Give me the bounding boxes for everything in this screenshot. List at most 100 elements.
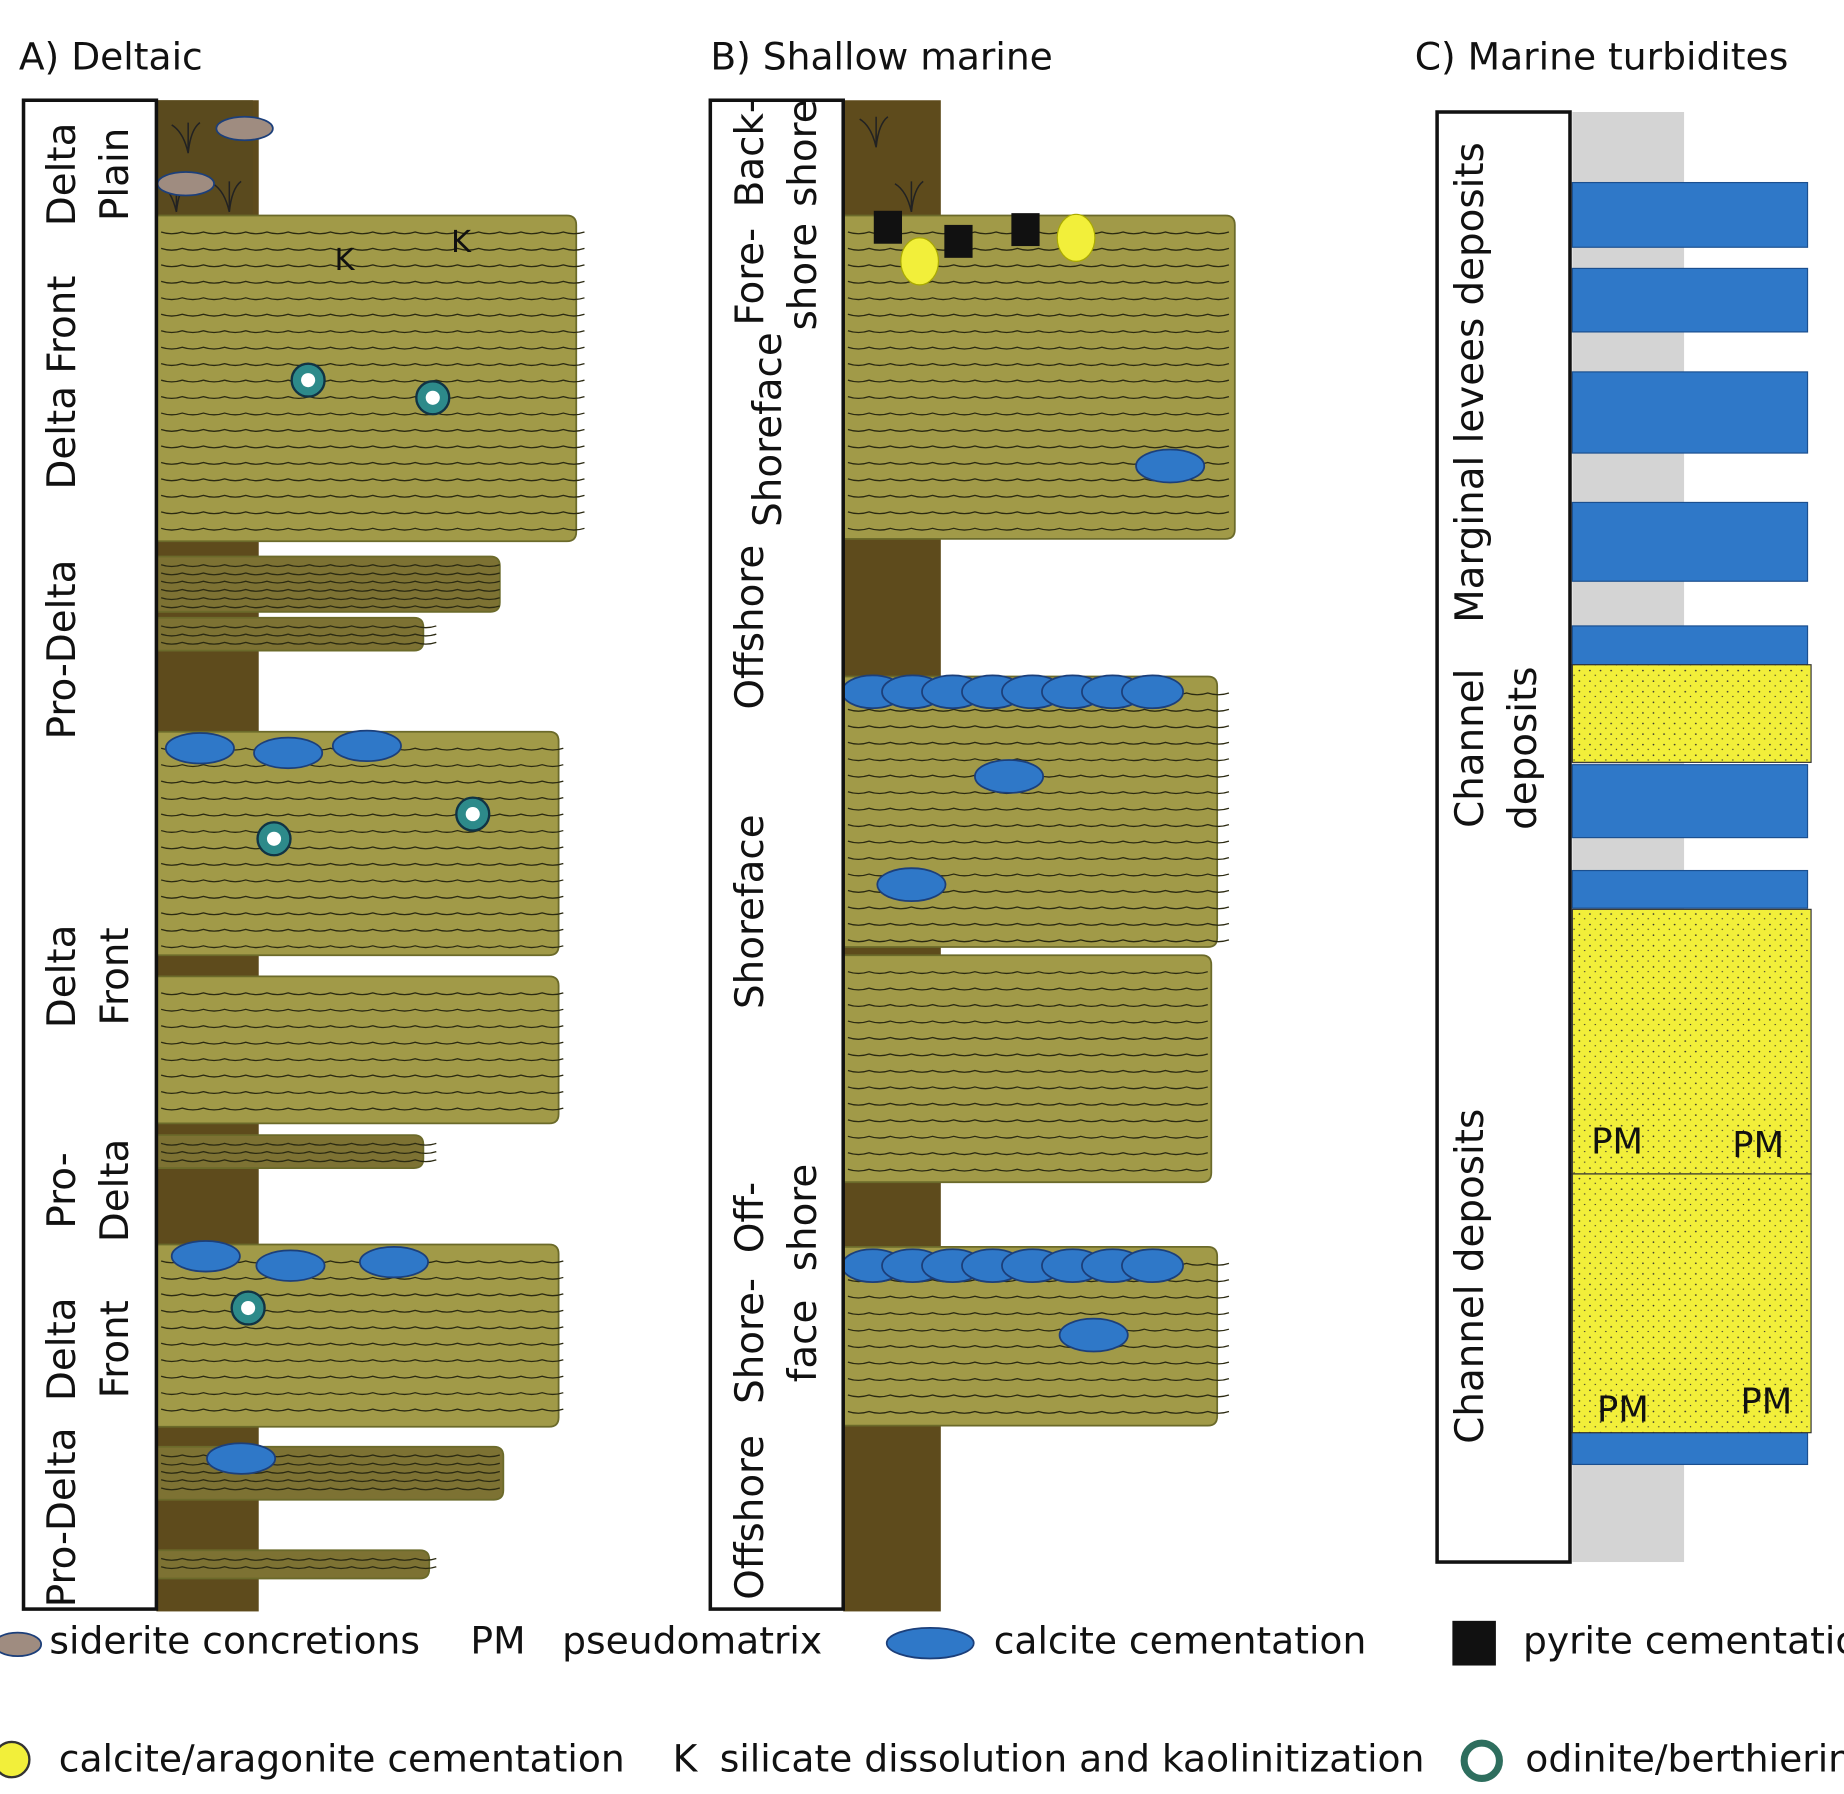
bed-lamina — [160, 1074, 564, 1078]
bed-lamina — [847, 840, 1230, 844]
pm-mark: PM — [1597, 1390, 1649, 1431]
odinite-core — [425, 390, 440, 405]
calcite — [206, 1442, 277, 1475]
bed-lamina — [847, 987, 1208, 991]
bed-lamina — [847, 1410, 1230, 1414]
bed-lamina — [160, 1058, 564, 1062]
bed-lamina — [160, 1479, 501, 1483]
bed-lamina — [160, 829, 564, 833]
bed-lamina — [160, 846, 564, 850]
calcite — [331, 729, 402, 763]
bed-lamina — [160, 780, 564, 784]
bed-lamina — [847, 1069, 1208, 1073]
bed-lamina — [160, 764, 564, 768]
calcite — [358, 1245, 429, 1279]
bed — [155, 1549, 431, 1580]
zone-label: Pro-Delta — [40, 1427, 85, 1607]
pm-mark: PM — [1741, 1381, 1793, 1422]
plant — [171, 121, 201, 154]
legend-symbol: PM — [470, 1619, 525, 1663]
k-mark: K — [335, 243, 356, 278]
bed-lamina — [160, 1557, 437, 1561]
legend-siderite — [0, 1631, 43, 1657]
zone-label: Shoreface — [746, 332, 791, 527]
bed-lamina — [160, 1392, 564, 1396]
bed-lamina — [847, 494, 1230, 498]
bed-lamina — [847, 1053, 1208, 1057]
bed-lamina — [847, 1036, 1208, 1040]
bed-lamina — [160, 1470, 501, 1474]
bed — [155, 975, 560, 1125]
pyrite — [873, 210, 903, 244]
k-mark: K — [451, 225, 472, 260]
bed-lamina — [160, 478, 585, 482]
bed-lamina — [847, 1312, 1230, 1316]
bed-lamina — [847, 1086, 1208, 1090]
odinite-core — [465, 807, 480, 822]
bed-lamina — [160, 1375, 564, 1379]
bed — [155, 730, 560, 957]
calcite — [1135, 448, 1206, 484]
zone-label: Back- — [728, 99, 773, 207]
bed-lamina — [847, 428, 1230, 432]
bed-lamina — [847, 1295, 1230, 1299]
bed-lamina — [160, 1159, 437, 1163]
bed-lamina — [160, 1025, 564, 1029]
bed-lamina — [160, 588, 501, 592]
bed-lamina — [847, 1102, 1208, 1106]
bed-lamina — [847, 445, 1230, 449]
bed-lamina — [847, 297, 1230, 301]
zone-label: Delta — [40, 1297, 85, 1401]
channel-sand — [1571, 908, 1812, 1175]
bed-lamina — [847, 412, 1230, 416]
bed — [842, 954, 1213, 1184]
plant — [894, 180, 924, 213]
zone-label: shore — [781, 99, 826, 207]
pm-mark: PM — [1732, 1125, 1784, 1166]
bed-lamina — [847, 791, 1230, 795]
pyrite — [1011, 213, 1040, 247]
zone-label: Offshore — [728, 1435, 773, 1600]
bed — [155, 1243, 560, 1428]
bed-lamina — [160, 280, 585, 284]
bed-lamina — [847, 1003, 1208, 1008]
bed-lamina — [160, 1107, 564, 1111]
bed — [842, 214, 1236, 540]
sand-bed — [1571, 501, 1809, 582]
legend-odinite — [1460, 1739, 1503, 1782]
odinite-core — [241, 1300, 256, 1316]
bed-lamina — [160, 1293, 564, 1297]
bed-lamina — [160, 1041, 564, 1045]
bed-lamina — [847, 1394, 1230, 1398]
zone-label: Offshore — [728, 545, 773, 710]
bed-lamina — [160, 945, 564, 949]
legend-text: siderite concretions — [49, 1619, 420, 1663]
bed-lamina — [160, 597, 501, 601]
legend-calcite — [885, 1627, 975, 1660]
label-box — [21, 98, 159, 1611]
calcite — [1121, 674, 1184, 710]
bed-lamina — [160, 511, 585, 515]
legend-text: odinite/berthierine — [1525, 1736, 1844, 1780]
calcite — [164, 732, 235, 765]
bed-lamina — [847, 906, 1230, 910]
bed-lamina — [160, 494, 585, 498]
bed-lamina — [160, 580, 501, 584]
bed-lamina — [160, 1142, 437, 1146]
bed — [842, 1245, 1219, 1427]
bed-lamina — [160, 1008, 564, 1012]
bed-lamina — [847, 362, 1230, 367]
bed-lamina — [160, 928, 564, 932]
bed-lamina — [847, 725, 1230, 729]
bed-lamina — [160, 564, 501, 568]
sand-bed — [1571, 869, 1809, 909]
legend-pyrite — [1452, 1620, 1496, 1666]
bed-lamina — [847, 395, 1230, 400]
zone-label: shore — [781, 223, 826, 331]
bed-lamina — [160, 1276, 564, 1280]
label-box — [708, 98, 845, 1611]
channel-sand — [1571, 1173, 1812, 1434]
legend-text: silicate dissolution and kaolinitization — [720, 1736, 1425, 1780]
legend-text: calcite cementation — [994, 1619, 1367, 1663]
